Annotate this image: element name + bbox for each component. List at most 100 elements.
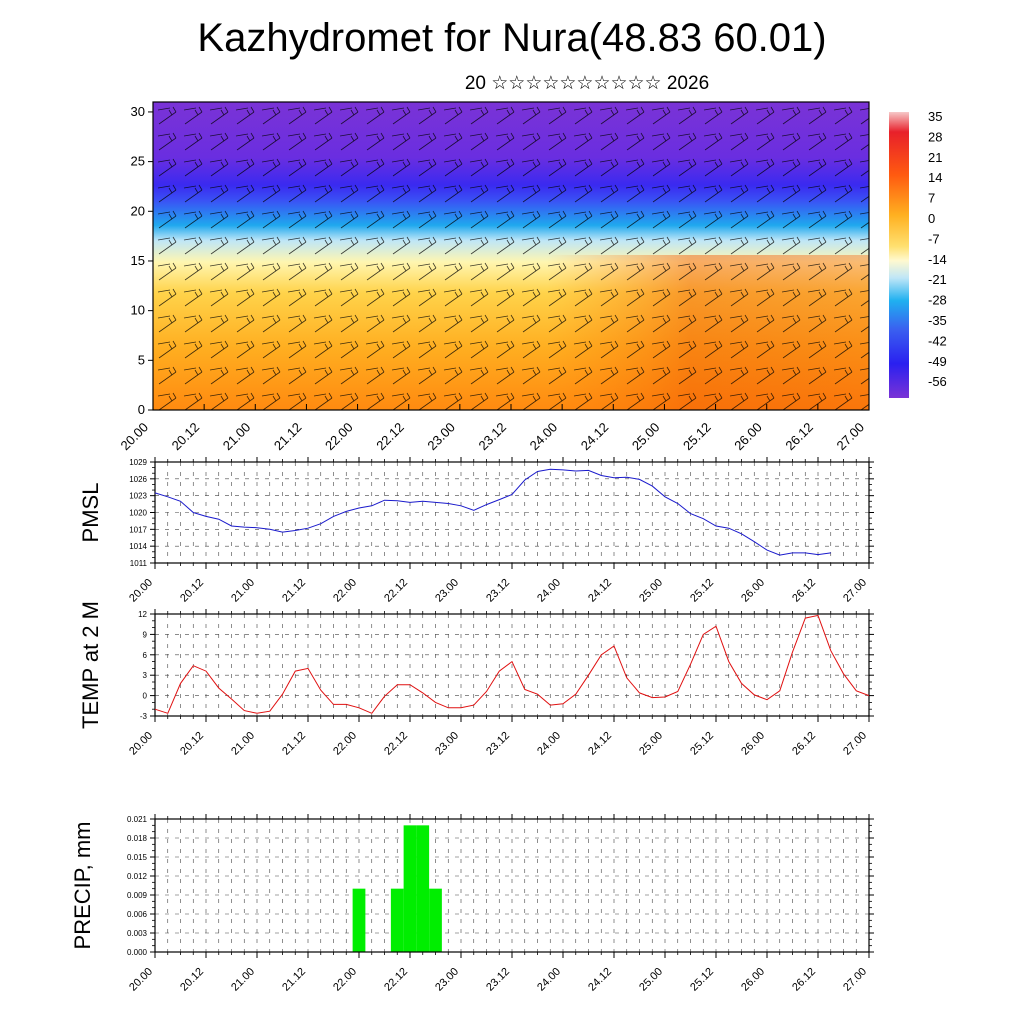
colorbar-label: -35 xyxy=(928,313,947,328)
x-tick-label: 20.12 xyxy=(178,730,206,758)
colorbar: 35 28 21 14 7 0 -7 -14 -21 -28 -35 -42 -49 -56 xyxy=(889,109,947,398)
x-tick-label: 25.00 xyxy=(637,730,665,758)
x-tick-label: 20.00 xyxy=(127,966,155,994)
x-tick-label: 22.12 xyxy=(382,577,410,605)
y-tick-label: 0.012 xyxy=(127,872,148,881)
x-tick-label: 26.00 xyxy=(739,730,767,758)
heatmap-y-axis: 0 5 10 15 20 25 30 xyxy=(131,104,153,417)
colorbar-label: 21 xyxy=(928,150,942,165)
x-tick-label: 22.12 xyxy=(382,730,410,758)
x-tick-label: 26.00 xyxy=(731,420,765,454)
temp-panel: -3 0 3 6 9 12 20.00 20.12 21.00 21.12 22.00 22.12 23… xyxy=(78,601,874,758)
pmsl-line xyxy=(154,468,831,556)
y-tick-label: 15 xyxy=(131,253,145,268)
x-tick-label: 26.00 xyxy=(739,966,767,994)
x-tick-label: 26.12 xyxy=(782,420,816,454)
colorbar-label: 28 xyxy=(928,129,942,144)
x-tick-label: 25.12 xyxy=(688,730,716,758)
y-tick-label: 1026 xyxy=(129,475,147,484)
y-tick-label: 0.009 xyxy=(127,891,148,900)
x-tick-label: 21.12 xyxy=(280,577,308,605)
x-tick-label: 25.00 xyxy=(637,577,665,605)
x-tick-label: 22.00 xyxy=(331,577,359,605)
precip-bar xyxy=(390,888,404,952)
colorbar-label: -21 xyxy=(928,272,947,287)
x-tick-label: 25.12 xyxy=(688,966,716,994)
precip-bar xyxy=(416,825,430,952)
x-tick-label: 23.00 xyxy=(433,730,461,758)
wind-barbs xyxy=(153,102,869,410)
colorbar-label: -14 xyxy=(928,252,947,267)
x-tick-label: 20.00 xyxy=(118,420,152,454)
x-tick-label: 24.00 xyxy=(535,730,563,758)
chart-subtitle: 20 ☆☆☆☆☆☆☆☆☆☆ 2026 xyxy=(464,73,710,94)
y-tick-label: 0 xyxy=(143,692,148,701)
x-tick-label: 25.00 xyxy=(629,420,663,454)
colorbar-label: -42 xyxy=(928,333,947,348)
colorbar-label: -49 xyxy=(928,354,947,369)
x-tick-label: 27.00 xyxy=(841,730,869,758)
x-tick-label: 23.00 xyxy=(424,420,458,454)
y-tick-label: 1014 xyxy=(129,542,147,551)
x-tick-label: 22.00 xyxy=(331,730,359,758)
y-tick-label: 9 xyxy=(143,630,148,639)
y-axis-label: PRECIP, mm xyxy=(70,822,95,950)
x-tick-label: 20.12 xyxy=(178,577,206,605)
colorbar-labels: 35 28 21 14 7 0 -7 -14 -21 -28 -35 -42 -49 -56 xyxy=(928,109,947,389)
y-tick-label: 0.006 xyxy=(127,910,148,919)
y-axis-label: PMSL xyxy=(78,483,103,543)
pmsl-panel: 1011 1014 1017 1020 1023 1026 1029 20.00 20.12 21… xyxy=(78,457,874,605)
heatmap-x-axis: 20.00 20.12 21.00 21.12 22.00 22.12 23.00 23.12… xyxy=(118,404,870,454)
y-tick-label: 25 xyxy=(131,154,145,169)
precip-panel: 0.000 0.003 0.006 0.009 0.012 0.015 0.018 0.021… xyxy=(70,814,874,994)
y-axis-label: TEMP at 2 M xyxy=(78,601,103,729)
x-tick-label: 21.12 xyxy=(280,966,308,994)
y-tick-label: 5 xyxy=(138,352,145,367)
x-tick-label: 21.00 xyxy=(229,577,257,605)
x-tick-label: 22.12 xyxy=(373,420,407,454)
x-tick-label: 25.00 xyxy=(637,966,665,994)
x-tick-label: 25.12 xyxy=(680,420,714,454)
y-tick-label: 1020 xyxy=(129,509,147,518)
x-tick-label: 24.00 xyxy=(535,577,563,605)
x-tick-label: 23.00 xyxy=(433,966,461,994)
y-tick-label: 12 xyxy=(138,610,147,619)
y-tick-label: 1011 xyxy=(130,559,148,568)
x-tick-label: 24.12 xyxy=(586,577,614,605)
colorbar-label: 14 xyxy=(928,170,942,185)
y-tick-label: 0.003 xyxy=(127,929,148,938)
x-tick-label: 26.12 xyxy=(790,730,818,758)
x-tick-label: 24.12 xyxy=(578,420,612,454)
y-tick-label: -3 xyxy=(140,712,148,721)
x-tick-label: 21.12 xyxy=(271,420,305,454)
y-tick-label: 10 xyxy=(131,303,145,318)
x-tick-label: 21.12 xyxy=(280,730,308,758)
colorbar-label: 35 xyxy=(928,109,942,124)
x-tick-label: 23.12 xyxy=(484,577,512,605)
x-tick-label: 24.00 xyxy=(535,966,563,994)
y-tick-label: 0 xyxy=(138,402,145,417)
x-tick-label: 27.00 xyxy=(834,420,868,454)
colorbar-label: -56 xyxy=(928,374,947,389)
x-tick-label: 24.12 xyxy=(586,966,614,994)
y-tick-label: 6 xyxy=(143,651,148,660)
x-tick-label: 23.12 xyxy=(484,730,512,758)
y-tick-label: 1029 xyxy=(129,458,147,467)
y-tick-label: 0.000 xyxy=(127,948,148,957)
y-tick-label: 0.021 xyxy=(127,815,148,824)
precip-bar xyxy=(429,888,442,952)
x-tick-label: 26.12 xyxy=(790,577,818,605)
x-tick-label: 25.12 xyxy=(688,577,716,605)
y-tick-label: 0.015 xyxy=(127,853,148,862)
x-tick-label: 22.00 xyxy=(331,966,359,994)
x-tick-label: 20.00 xyxy=(127,577,155,605)
x-tick-label: 26.00 xyxy=(739,577,767,605)
heatmap-panel: 0 5 10 15 20 25 30 20.00 20.12 21.00 21.12 22.00 22… xyxy=(118,101,870,454)
y-tick-label: 1017 xyxy=(129,525,147,534)
x-tick-label: 22.12 xyxy=(382,966,410,994)
colorbar-label: 0 xyxy=(928,211,935,226)
y-tick-label: 0.018 xyxy=(127,834,148,843)
x-tick-label: 24.12 xyxy=(586,730,614,758)
x-tick-label: 23.00 xyxy=(433,577,461,605)
